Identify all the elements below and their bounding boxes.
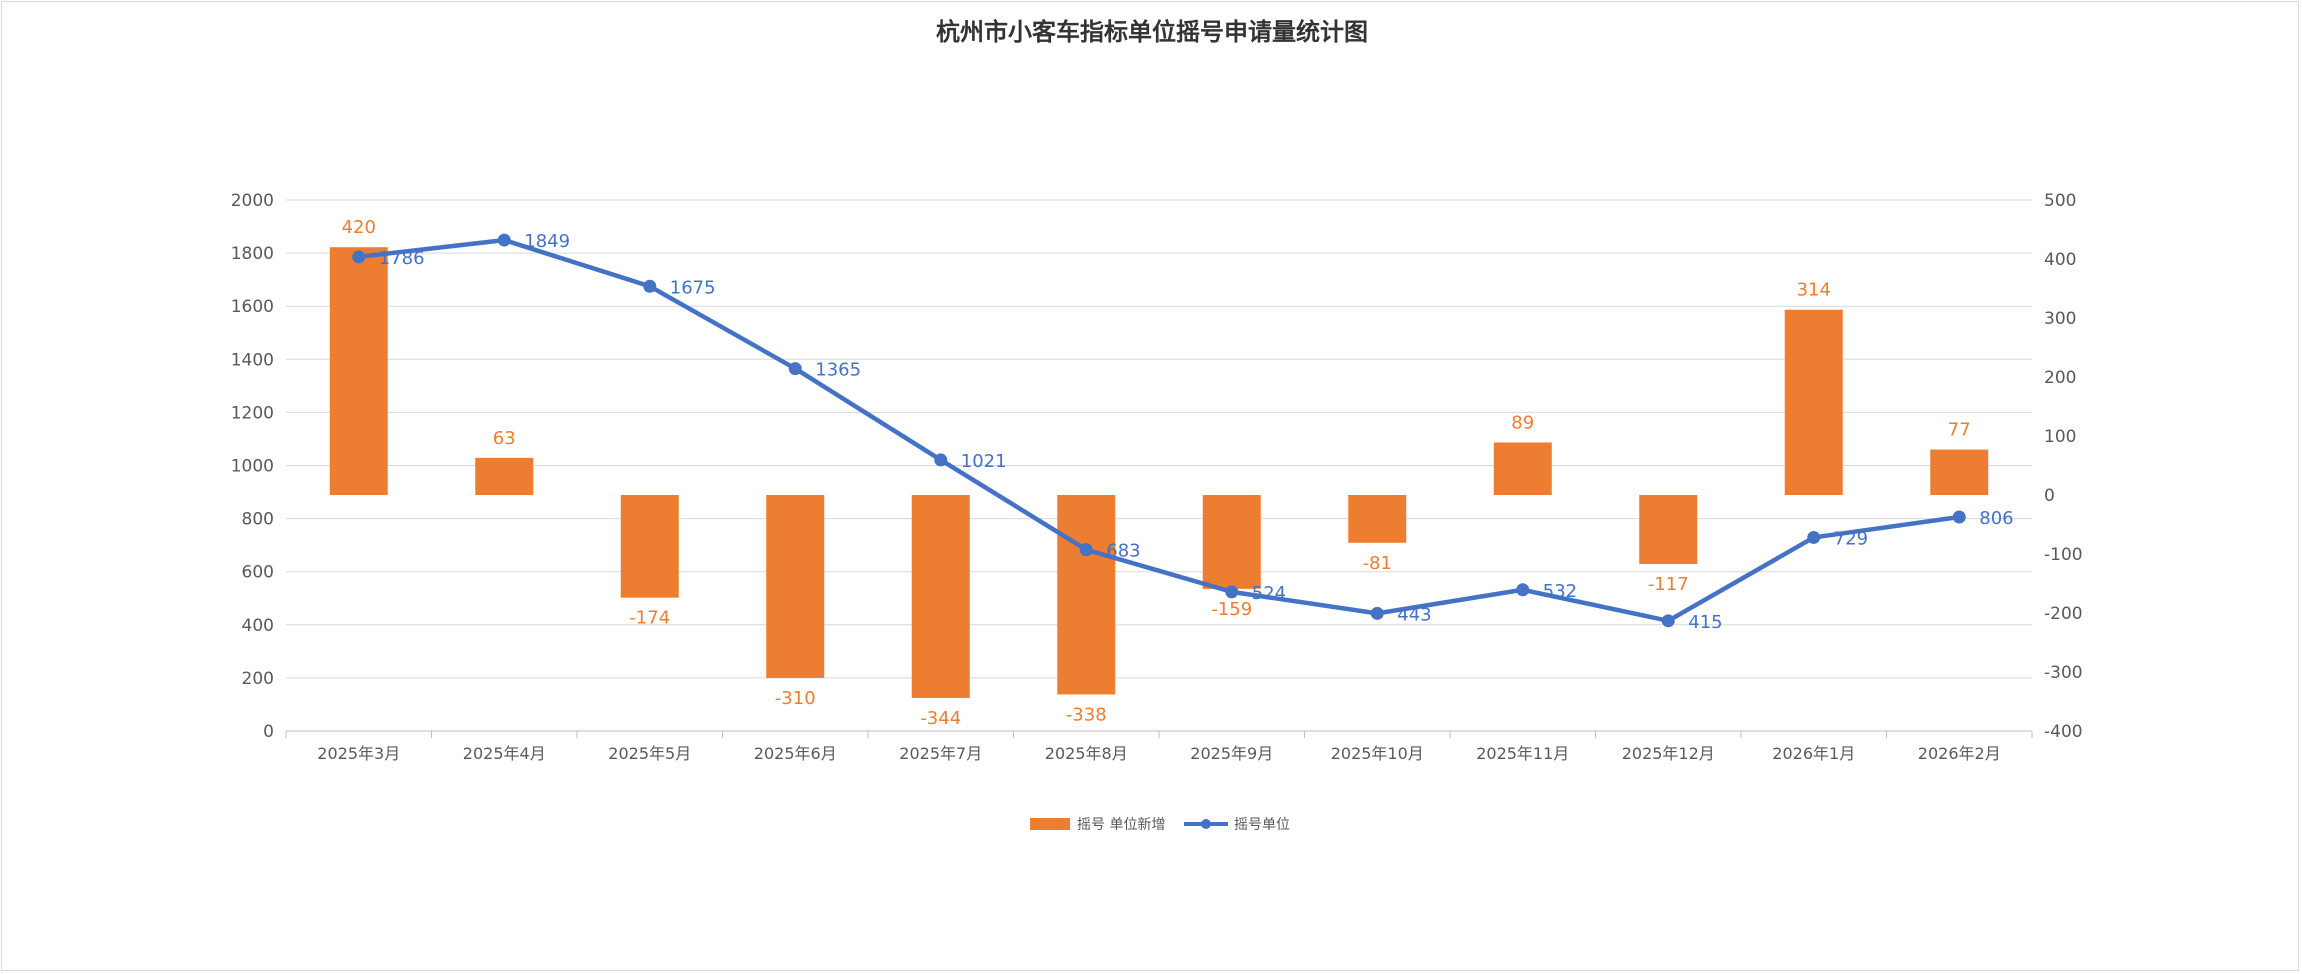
right-axis: -400 -300 -200 -100 0 100 200 300 400 500 [2044,191,2083,742]
line-data-label: 532 [1543,581,1577,602]
series-line [356,237,1962,624]
line-data-label: 1849 [524,231,570,252]
x-tick-label: 2025年8月 [1045,744,1128,763]
right-tick-label: 300 [2044,309,2076,329]
line-data-labels: 1786 1849 1675 1365 1021 683 524 443 532 415 729 80… [379,231,2014,633]
left-tick-label: 600 [242,563,274,583]
right-tick-label: -400 [2044,722,2083,742]
left-tick-label: 1600 [231,297,274,317]
line-point [1079,543,1093,557]
line-point [643,279,657,293]
right-tick-label: 200 [2044,368,2076,388]
line-point [1225,585,1239,599]
line-point [934,453,948,467]
right-tick-label: 400 [2044,250,2076,270]
x-tick-label: 2025年4月 [463,744,546,763]
left-tick-label: 2000 [231,191,274,211]
line-data-label: 524 [1252,583,1286,604]
legend: 摇号 单位新增 摇号单位 [1030,817,1290,833]
x-tick-label: 2025年11月 [1476,744,1569,763]
line-data-label: 1021 [961,451,1007,472]
bar-data-label: -344 [920,708,961,729]
left-tick-label: 1800 [231,244,274,264]
bar-data-label: 63 [493,428,516,449]
bar [766,495,825,678]
line-data-label: 1786 [379,248,425,269]
x-tick-label: 2025年6月 [754,744,837,763]
right-tick-label: -300 [2044,663,2083,683]
right-tick-label: 0 [2044,486,2055,506]
bar [1493,442,1552,495]
bar-data-label: 420 [342,217,376,238]
line-point [1370,606,1384,620]
chart-title: 杭州市小客车指标单位摇号申请量统计图 [936,18,1368,46]
left-axis: 0 200 400 600 800 1000 1200 1400 1600 1800 2000 [231,191,274,742]
right-tick-label: -100 [2044,545,2083,565]
right-tick-label: 100 [2044,427,2076,447]
line-point [1952,510,1966,524]
bar [1639,495,1698,565]
bar-data-label: -81 [1363,553,1392,574]
left-tick-label: 1400 [231,350,274,370]
left-tick-label: 0 [263,722,274,742]
bar-data-label: -174 [629,608,670,629]
bar-data-label: -338 [1066,704,1107,725]
bar [911,495,970,698]
x-tick-label: 2025年10月 [1331,744,1424,763]
bar [475,457,534,495]
line-data-label: 1365 [815,360,861,381]
left-tick-label: 1000 [231,457,274,477]
right-tick-label: 500 [2044,191,2076,211]
x-tick-label: 2025年7月 [899,744,982,763]
line-point [788,362,802,376]
bar-data-label: 314 [1797,280,1831,301]
line-data-label: 683 [1106,541,1140,562]
right-tick-label: -200 [2044,604,2083,624]
bar-series [329,247,1989,698]
bar [1930,449,1989,495]
line-series [352,233,1966,628]
bar-data-label: 89 [1511,412,1534,433]
x-tick-label: 2025年12月 [1622,744,1715,763]
x-tick-label: 2026年1月 [1772,744,1855,763]
line-data-label: 1675 [670,277,716,298]
legend-label-line: 摇号单位 [1234,817,1290,833]
line-point [1661,614,1675,628]
legend-swatch-bar [1030,818,1070,830]
bar-data-label: 77 [1948,420,1971,441]
line-point [497,233,511,247]
x-tick-label: 2025年9月 [1190,744,1273,763]
left-tick-label: 1200 [231,403,274,423]
line-data-label: 729 [1834,528,1868,549]
bar [1784,309,1843,495]
legend-label-bar: 摇号 单位新增 [1077,817,1165,833]
line-point [1807,530,1821,544]
bar [1202,495,1261,589]
x-tick-label: 2025年3月 [317,744,400,763]
left-tick-label: 200 [242,669,274,689]
bar-data-label: -117 [1648,574,1689,595]
bar [1057,495,1116,695]
line-data-label: 415 [1688,612,1722,633]
bar [620,495,679,598]
bar [1348,495,1407,543]
legend-swatch-marker [1201,819,1211,829]
x-tick-label: 2026年2月 [1918,744,2001,763]
line-point [1516,583,1530,597]
gridlines [286,199,2032,679]
left-tick-label: 800 [242,510,274,530]
line-point [352,250,366,264]
line-data-label: 443 [1397,604,1431,625]
bar [329,247,388,495]
x-tick-label: 2025年5月 [608,744,691,763]
left-tick-label: 400 [242,616,274,636]
x-axis: 2025年3月 2025年4月 2025年5月 2025年6月 2025年7月 2025年… [285,730,2033,763]
bar-data-label: -310 [775,688,816,709]
line-data-label: 806 [1979,508,2013,529]
bar-data-labels: 420 63 -174 -310 -344 -338 -159 -81 89 -117 314 77 [342,217,1971,729]
bar-data-label: -159 [1211,599,1252,620]
